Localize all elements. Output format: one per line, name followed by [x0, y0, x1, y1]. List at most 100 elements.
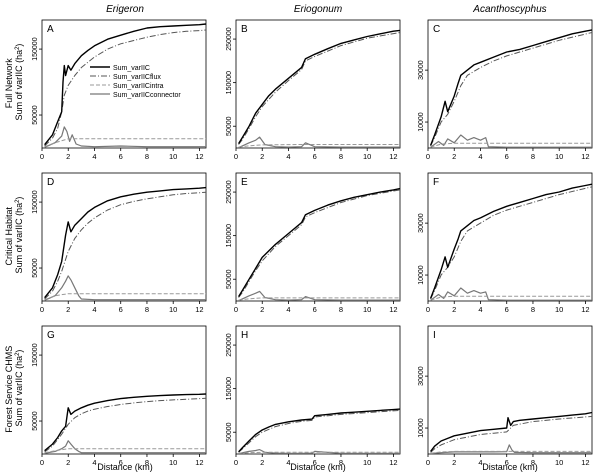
series-line-Sum_varIICconnector	[238, 449, 400, 455]
series-line-Sum_varIICflux	[44, 29, 207, 147]
panel-letter: H	[241, 330, 248, 341]
series-line-Sum_varIICconnector	[430, 287, 592, 301]
series-line-Sum_varIICintra	[430, 295, 592, 301]
panel-I: I 0 2 4 6 8 10 12 10000 30000	[418, 325, 593, 467]
y-tick-label: 10000	[418, 112, 425, 132]
panel-frame	[41, 325, 207, 455]
x-tick-label: 8	[339, 458, 343, 467]
series-line-Sum_varIICflux	[44, 191, 207, 300]
series-line-Sum_varIIC	[44, 23, 207, 146]
panel-letter: G	[47, 330, 55, 341]
panel-letter: D	[47, 177, 54, 188]
x-tick-label: 2	[66, 458, 70, 467]
x-tick-label: 6	[505, 152, 509, 161]
y-tick-label: 150000	[32, 343, 39, 366]
y-tick-label: 50000	[226, 269, 233, 289]
x-tick-label: 6	[505, 305, 509, 314]
series-line-Sum_varIICflux	[430, 32, 593, 147]
row-label-full-network-close: )	[14, 44, 24, 47]
y-tick-label: 150000	[226, 377, 233, 400]
x-tick-label: 8	[531, 305, 535, 314]
y-tick-label: 150000	[32, 190, 39, 213]
y-tick-label: 150000	[226, 224, 233, 247]
panel-H: H 0 2 4 6 8 10 12 50000 150000 250000	[226, 325, 401, 467]
x-tick-label: 2	[260, 305, 264, 314]
x-tick-label: 0	[40, 458, 44, 467]
row-label-forest-service-line1: Forest Service CHMS	[4, 346, 14, 433]
row-label-critical-habitat-line1: Critical Habitat	[4, 207, 14, 266]
x-tick-label: 12	[581, 458, 589, 467]
x-tick-label: 2	[66, 152, 70, 161]
series-line-Sum_varIICconnector	[44, 275, 206, 301]
series-line-Sum_varIICconnector	[44, 440, 206, 454]
series-line-Sum_varIIC	[430, 411, 593, 452]
x-tick-label: 10	[555, 305, 563, 314]
x-tick-label: 4	[92, 458, 96, 467]
x-tick-label: 8	[339, 152, 343, 161]
x-tick-label: 4	[286, 152, 290, 161]
x-tick-label: 10	[169, 458, 177, 467]
legend-label-connector: Sum_varIICconnector	[113, 92, 181, 99]
x-tick-label: 2	[260, 152, 264, 161]
series-line-Sum_varIICintra	[238, 451, 400, 454]
panel-frame	[427, 325, 593, 455]
x-tick-label: 4	[92, 152, 96, 161]
series-line-Sum_varIICintra	[430, 450, 592, 454]
row-label-full-network-line1: Full Network	[4, 58, 14, 109]
column-title-erigeron: Erigeron	[106, 4, 144, 15]
x-tick-label: 2	[66, 305, 70, 314]
x-tick-label: 8	[531, 152, 535, 161]
x-tick-label: 12	[581, 305, 589, 314]
x-tick-label: 12	[195, 152, 203, 161]
x-tick-label: 0	[234, 305, 238, 314]
panel-F: F 0 2 4 6 8 10 12 10000 30000	[418, 172, 593, 314]
panel-frame	[235, 172, 401, 302]
y-tick-label: 50000	[226, 422, 233, 442]
series-line-Sum_varIIC	[429, 183, 593, 299]
x-tick-label: 0	[426, 305, 430, 314]
y-tick-label: 10000	[418, 418, 425, 438]
row-label-critical-habitat-close: )	[14, 197, 24, 200]
x-tick-label: 12	[581, 152, 589, 161]
panel-D: D 0 2 4 6 8 10 12 50000 150000	[32, 172, 207, 314]
panels-layer: A 0 2 4 6 8 10 12 50000 150000 B 0 2 4 6 8 10 12 50000 1500…	[32, 19, 593, 467]
x-tick-label: 6	[119, 152, 123, 161]
x-tick-label: 12	[195, 305, 203, 314]
y-tick-label: 250000	[226, 180, 233, 203]
panel-letter: A	[47, 24, 54, 35]
y-tick-label: 150000	[226, 71, 233, 94]
x-tick-label: 4	[286, 458, 290, 467]
y-tick-label: 250000	[226, 333, 233, 356]
x-tick-label: 0	[40, 305, 44, 314]
series-line-Sum_varIICintra	[44, 448, 206, 454]
x-tick-label: 10	[555, 458, 563, 467]
y-tick-label: 10000	[418, 265, 425, 285]
x-tick-label: 0	[234, 458, 238, 467]
x-tick-label: 4	[92, 305, 96, 314]
panel-C: C 0 2 4 6 8 10 12 10000 30000	[418, 19, 593, 161]
panel-letter: C	[433, 24, 440, 35]
panel-E: E 0 2 4 6 8 10 12 50000 150000 250000	[226, 172, 401, 314]
row-label-full-network-sup: 2	[15, 46, 21, 50]
x-tick-label: 10	[363, 458, 371, 467]
panel-A: A 0 2 4 6 8 10 12 50000 150000	[32, 19, 207, 161]
row-label-critical-habitat-text: Sum of varIIC (ha	[14, 203, 24, 274]
series-line-Sum_varIICintra	[430, 142, 592, 148]
row-label-critical-habitat-sup: 2	[15, 199, 21, 203]
series-line-Sum_varIIC	[44, 393, 207, 452]
series-line-Sum_varIIC	[238, 408, 401, 453]
column-title-eriogonum: Eriogonum	[294, 4, 342, 15]
panel-letter: B	[241, 24, 248, 35]
y-tick-label: 50000	[32, 411, 39, 431]
xlabel-col1: Distance (km)	[97, 462, 153, 472]
panel-frame	[41, 19, 207, 149]
x-tick-label: 8	[145, 152, 149, 161]
series-line-Sum_varIIC	[238, 187, 401, 297]
row-label-full-network-text: Sum of varIIC (ha	[14, 50, 24, 121]
legend-label-varIIC: Sum_varIIC	[113, 65, 150, 72]
row-label-forest-service-close: )	[14, 350, 24, 353]
legend-label-intra: Sum_varIICintra	[113, 83, 164, 90]
series-line-Sum_varIIC	[238, 29, 401, 144]
series-line-Sum_varIIC	[429, 29, 593, 146]
